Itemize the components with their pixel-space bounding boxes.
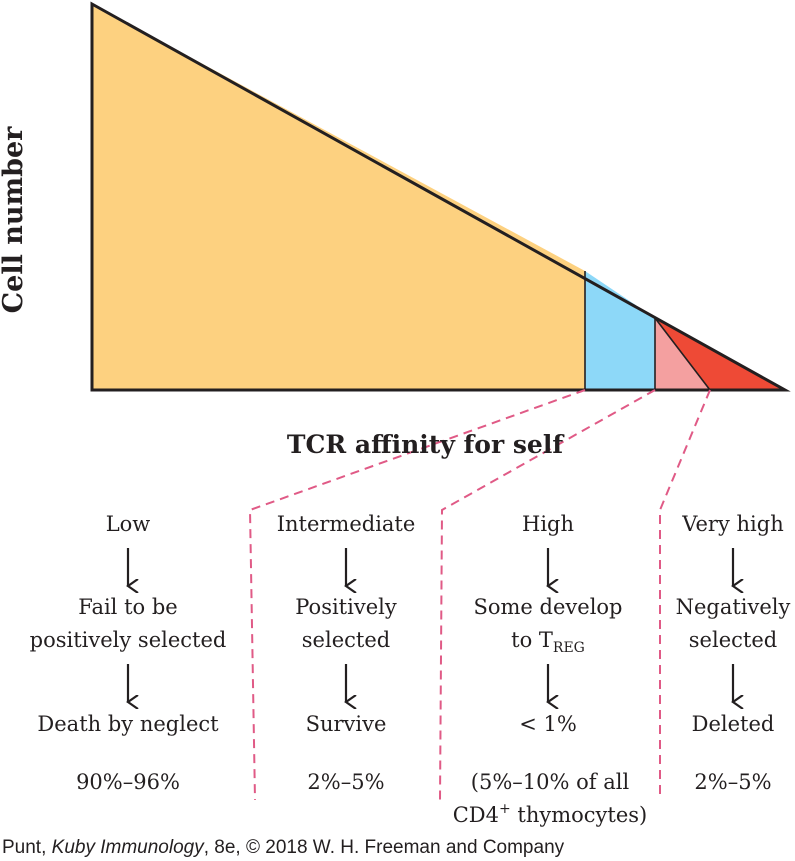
cd4-label: CD4 xyxy=(453,803,499,827)
high-percent-line-2: CD4+ thymocytes) xyxy=(453,801,648,827)
very-high-outcome-line-2: selected xyxy=(689,628,777,652)
low-percent: 90%–96% xyxy=(76,770,180,794)
low-outcome-line-1: Fail to be xyxy=(78,595,177,619)
column-intermediate: Intermediate Positively selected Survive… xyxy=(277,512,416,794)
low-heading: Low xyxy=(106,512,151,536)
low-affinity-region xyxy=(92,4,585,390)
intermediate-affinity-region xyxy=(585,271,655,390)
very-high-outcome-line-1: Negatively xyxy=(676,595,791,619)
low-result: Death by neglect xyxy=(37,712,219,736)
dashed-line-3 xyxy=(659,389,711,800)
intermediate-outcome-line-1: Positively xyxy=(295,595,397,619)
low-outcome-line-2: positively selected xyxy=(30,628,227,652)
high-outcome-prefix: to T xyxy=(511,628,553,652)
thymocytes-label: thymocytes) xyxy=(511,803,648,827)
x-axis-label: TCR affinity for self xyxy=(287,430,565,459)
intermediate-heading: Intermediate xyxy=(277,512,416,536)
very-high-heading: Very high xyxy=(681,512,783,536)
treg-subscript: REG xyxy=(553,640,585,656)
intermediate-result: Survive xyxy=(306,712,387,736)
high-percent-line-1: (5%–10% of all xyxy=(471,770,630,794)
triangle-outline xyxy=(90,1,791,392)
very-high-result: Deleted xyxy=(692,712,775,736)
figure-caption: Punt, Kuby Immunology, 8e, © 2018 W. H. … xyxy=(2,837,565,858)
cd4-superscript: + xyxy=(499,801,511,817)
intermediate-percent: 2%–5% xyxy=(307,770,384,794)
high-heading: High xyxy=(522,512,574,536)
high-result: < 1% xyxy=(519,712,577,736)
column-low: Low Fail to be positively selected Death… xyxy=(30,512,227,794)
column-very-high: Very high Negatively selected Deleted 2%… xyxy=(676,512,791,794)
caption-publisher: , 8e, © 2018 W. H. Freeman and Company xyxy=(204,837,565,858)
very-high-percent: 2%–5% xyxy=(694,770,771,794)
high-outcome-line-2: to TREG xyxy=(511,628,585,656)
caption-author: Punt, xyxy=(2,837,52,858)
dashed-separators xyxy=(248,389,711,801)
y-axis-label: Cell number xyxy=(0,126,29,313)
intermediate-outcome-line-2: selected xyxy=(302,628,390,652)
high-outcome-line-1: Some develop xyxy=(473,595,622,619)
caption-book-title: Kuby Immunology xyxy=(52,837,206,858)
column-high: High Some develop to TREG < 1% (5%–10% o… xyxy=(453,512,648,827)
dashed-line-2 xyxy=(439,389,656,801)
